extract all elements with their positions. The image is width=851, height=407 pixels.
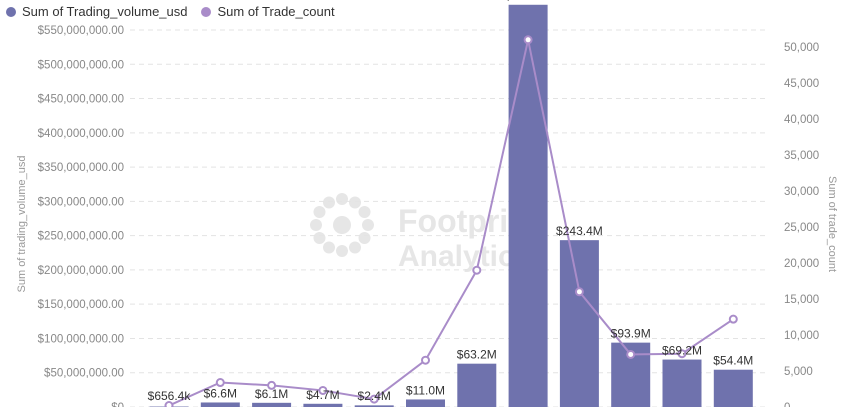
left-tick-label: $100,000,000.00 [38,333,124,345]
right-tick-label: 35,000 [784,150,819,162]
watermark-logo-dot [358,206,371,218]
watermark-logo-dot [313,206,326,218]
watermark-logo-center [333,216,351,234]
left-tick-label: $300,000,000.00 [38,196,124,208]
line-point [164,401,174,407]
right-tick-label: 0 [784,402,790,407]
right-tick-label: 5,000 [784,366,813,378]
bar [406,399,445,407]
bar-data-label: $4.7M [306,388,339,402]
legend-label-trade-count: Sum of Trade_count [217,4,335,19]
bar [457,363,497,407]
line-point [574,287,584,297]
line-point [267,380,277,390]
legend-swatch-volume [6,6,16,17]
watermark-logo-dot [310,219,322,231]
legend-item-trade-count[interactable]: Sum of Trade_count [201,4,335,19]
left-tick-label: $150,000,000.00 [38,299,124,311]
left-tick-label: $350,000,000.00 [38,162,124,174]
right-tick-label: 45,000 [784,78,819,90]
bar [303,403,343,407]
bar-data-label: $6.6M [204,386,237,400]
left-tick-label: $200,000,000.00 [38,265,124,277]
right-tick-label: 30,000 [784,186,819,198]
line-point [677,349,687,359]
left-tick-label: $250,000,000.00 [38,231,124,243]
bar-data-label: $69.2M [662,344,702,358]
data-labels: $656.4k $6.6M $6.1M $4.7M $2.4M $11.0M $63.2M $… [148,0,754,403]
line-point [421,355,430,365]
bar-data-label: $63.2M [457,348,497,362]
left-tick-label: $0 [111,402,124,407]
right-tick-label: 10,000 [784,330,819,342]
line-point [318,385,328,395]
left-tick-label: $400,000,000.00 [38,128,124,140]
left-tick-label: $550,000,000.00 [38,25,124,37]
legend-swatch-trade-count [201,6,212,17]
watermark-logo-dot [323,241,335,254]
right-tick-label: 50,000 [784,42,819,54]
bar-data-label: $243.4M [556,224,603,238]
left-axis-ticks: $0 $50,000,000.00 $100,000,000.00 $150,000,… [38,25,124,407]
right-tick-label: 15,000 [784,294,819,306]
bar-data-label: $54.4M [713,354,753,368]
right-tick-label: 25,000 [784,222,819,234]
watermark-logo-dot [313,232,326,244]
watermark-logo-dot [349,241,361,254]
watermark-logo-dot [336,245,348,257]
line-point [472,265,482,275]
bar [354,405,394,407]
left-tick-label: $500,000,000.00 [38,59,124,71]
line-series [164,35,738,407]
line-point [369,394,379,404]
bar [713,369,753,407]
legend-item-volume[interactable]: Sum of Trading_volume_usd [6,4,187,19]
bar [200,402,240,407]
watermark-logo-dot [323,196,335,209]
right-axis-ticks: 0 5,000 10,000 15,000 20,000 25,000 30,000 35,0… [784,42,819,407]
watermark-logo-dot [358,232,371,244]
line-path [168,39,734,407]
line-point [728,314,738,324]
line-point [626,349,636,359]
line-point [215,378,225,388]
right-tick-label: 40,000 [784,114,819,126]
bar-data-label: $2.4M [358,389,391,403]
watermark-logo-dot [362,219,374,231]
left-tick-label: $50,000,000.00 [44,368,124,380]
legend-label-volume: Sum of Trading_volume_usd [22,4,188,19]
watermark-logo-dot [336,193,348,205]
bar-data-label: $656.4k [148,389,192,403]
bar-data-label: $93.9M [611,327,651,341]
legend: Sum of Trading_volume_usd Sum of Trade_c… [6,4,335,19]
right-tick-label: 20,000 [784,258,819,270]
right-axis-title: Sum of trade_count [826,176,838,272]
gridlines [130,29,768,407]
watermark-logo-dot [349,196,361,209]
bar-data-label: $6.1M [255,387,288,401]
bar-data-label: $586.8M [505,0,552,3]
line-point [523,35,533,45]
left-axis-title: Sum of trading_volume_usd [16,156,28,293]
bar [662,359,702,407]
bar [508,4,548,407]
left-tick-label: $450,000,000.00 [38,94,124,106]
bar-data-label: $11.0M [406,383,445,397]
bar [559,240,599,407]
bar [252,402,292,407]
